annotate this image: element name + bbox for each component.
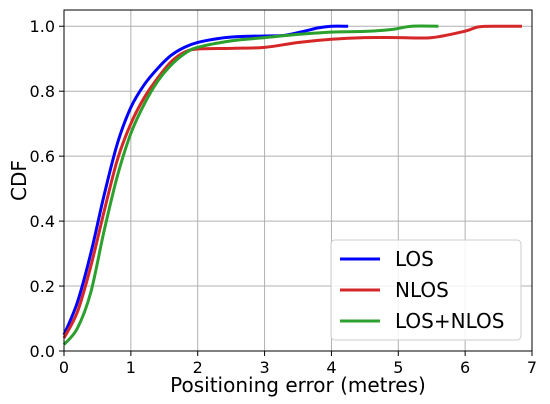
y-tick-label: 0.0: [30, 342, 55, 361]
x-tick-label: 7: [527, 358, 537, 377]
grid: [63, 10, 533, 352]
x-tick-label: 0: [59, 358, 69, 377]
legend-box: [330, 239, 522, 341]
y-tick-label: 0.6: [30, 147, 55, 166]
y-axis-label: CDF: [7, 160, 31, 201]
x-tick-label: 3: [259, 358, 269, 377]
plot-frame: [63, 9, 533, 352]
x-tick-label: 6: [460, 358, 470, 377]
y-tick-label: 0.8: [30, 82, 55, 101]
series-line-los-nlos: [62, 24, 439, 346]
series-lines: [62, 24, 522, 346]
x-tick-label: 5: [393, 358, 403, 377]
y-tick-label: 1.0: [30, 17, 55, 36]
x-tick-label: 2: [193, 358, 203, 377]
legend-label: NLOS: [395, 278, 449, 302]
y-tick-label: 0.2: [30, 277, 55, 296]
legend: LOS NLOS LOS+NLOS: [330, 239, 522, 341]
x-axis-label: Positioning error (metres): [170, 373, 426, 397]
x-tick-label: 1: [126, 358, 136, 377]
legend-label: LOS+NLOS: [395, 309, 504, 333]
axis-ticks: 0 1 2 3 4 5 6 7 0.0 0.2 0.4 0.6 0.8 1.0: [30, 17, 538, 377]
series-line-los: [62, 24, 349, 336]
x-tick-label: 4: [326, 358, 336, 377]
legend-label: LOS: [395, 247, 434, 271]
y-tick-label: 0.4: [30, 212, 55, 231]
series-line-nlos: [62, 24, 522, 339]
